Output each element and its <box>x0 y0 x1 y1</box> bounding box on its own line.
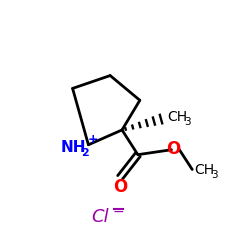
Text: 3: 3 <box>211 170 218 180</box>
Text: O: O <box>113 178 127 196</box>
Text: CH: CH <box>194 164 214 177</box>
Text: NH: NH <box>61 140 86 155</box>
Text: O: O <box>166 140 180 158</box>
Text: 2: 2 <box>82 148 89 158</box>
Text: Cl: Cl <box>92 208 109 226</box>
Text: +: + <box>88 133 98 146</box>
Text: CH: CH <box>168 110 188 124</box>
Text: 3: 3 <box>184 117 191 127</box>
Text: −: − <box>112 205 124 219</box>
